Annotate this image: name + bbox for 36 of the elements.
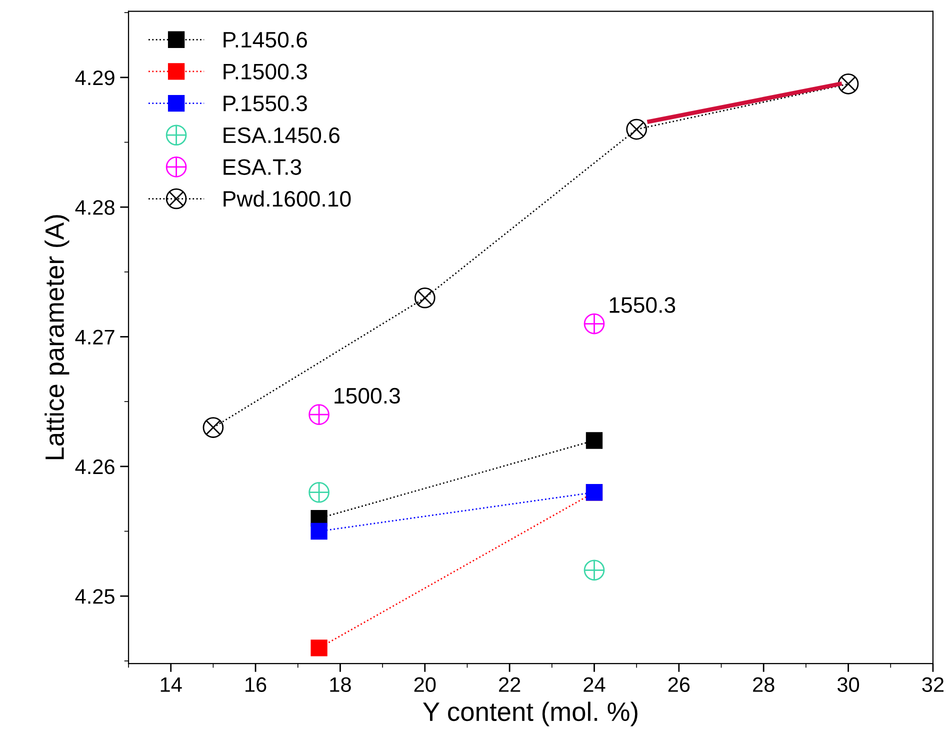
y-tick-label: 4.26 [75, 459, 114, 474]
x-tick-label: 22 [499, 677, 520, 692]
point [310, 522, 328, 540]
legend-label: P.1550.3 [224, 96, 307, 112]
x-tick-label: 26 [668, 677, 690, 692]
x-axis-title: Y content (mol. %) [423, 702, 638, 726]
point [584, 313, 605, 334]
legend-label: ESA.1450.6 [224, 127, 340, 144]
point [308, 482, 330, 503]
point [626, 118, 648, 140]
x-tick-label: 28 [753, 677, 774, 692]
legend-label: P.1500.3 [224, 64, 307, 80]
y-tick-label: 4.29 [75, 70, 114, 86]
y-tick-label: 4.25 [75, 589, 114, 604]
point [584, 560, 605, 581]
x-tick-label: 18 [330, 677, 351, 692]
annotation: 1500.3 [334, 388, 400, 404]
legend-label: P.1450.6 [224, 32, 307, 48]
legend-label: Pwd.1600.10 [224, 190, 351, 207]
point [310, 640, 328, 656]
x-tick-label: 16 [246, 677, 266, 692]
y-axis-title: Lattice parameter (A) [44, 215, 70, 460]
point [586, 432, 603, 449]
x-tick-label: 30 [837, 677, 860, 692]
point [414, 287, 436, 308]
x-tick-label: 24 [584, 677, 606, 692]
point [308, 404, 330, 425]
y-tick-label: 4.28 [75, 200, 114, 215]
x-tick-label: 20 [414, 677, 436, 692]
x-tick-label: 32 [922, 677, 944, 692]
y-tick-label: 4.27 [75, 330, 114, 344]
annotation: 1550.3 [610, 297, 676, 313]
x-tick-label: 14 [160, 677, 182, 692]
legend-label: ESA.T.3 [224, 159, 302, 175]
point [202, 417, 224, 438]
point [838, 74, 859, 94]
